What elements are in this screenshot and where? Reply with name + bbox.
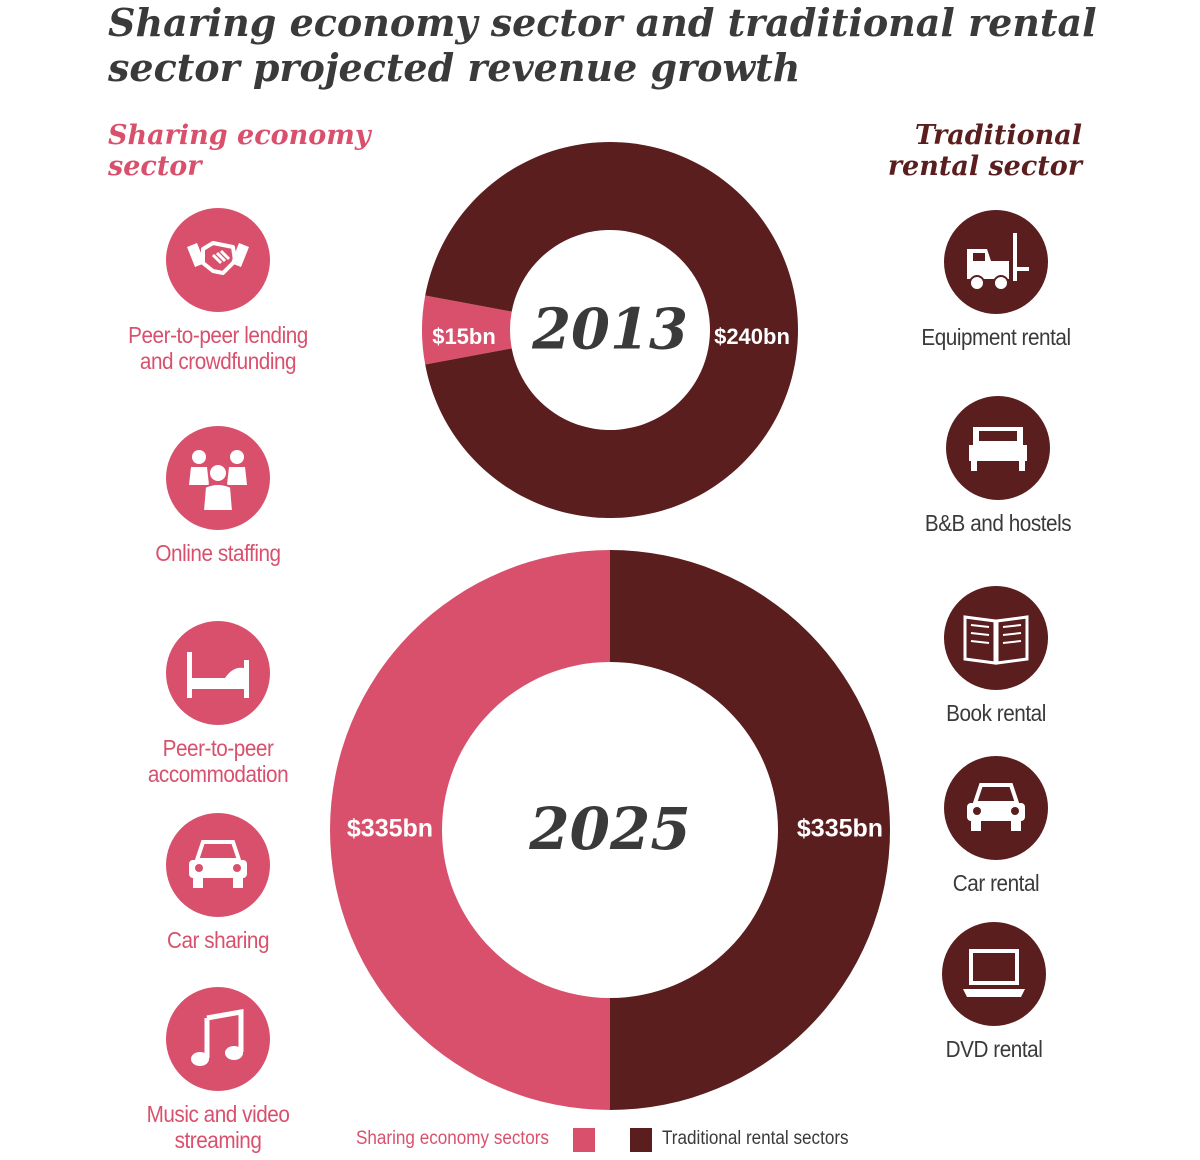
traditional-item-book: Book rental xyxy=(876,586,1116,726)
legend-traditional-swatch xyxy=(630,1128,652,1152)
car-icon xyxy=(166,813,270,917)
chart-title: Sharing economy sector and traditional r… xyxy=(108,0,1097,90)
sharing-item-streaming: Music and video streaming xyxy=(98,987,338,1153)
sharing-item-staffing: Online staffing xyxy=(98,426,338,566)
sharing-item-label: Peer-to-peer lending and crowdfunding xyxy=(128,322,308,374)
donut-center-year-label: 2013 xyxy=(531,297,688,363)
donut-2025-slice-traditional xyxy=(610,550,890,1110)
donut-2013-value-label-traditional: $240bn xyxy=(714,324,790,349)
traditional-sector-heading: Traditional rental sector xyxy=(887,120,1082,182)
laptop-icon xyxy=(942,922,1046,1026)
legend-sharing-swatch xyxy=(573,1128,595,1152)
people-icon xyxy=(166,426,270,530)
traditional-item-label: B&B and hostels xyxy=(924,510,1072,536)
traditional-item-dvd: DVD rental xyxy=(874,922,1114,1062)
donut-2013-slice-traditional xyxy=(425,141,798,518)
traditional-item-label: Car rental xyxy=(952,870,1040,896)
sharing-item-label: Peer-to-peer accommodation xyxy=(147,735,289,787)
forklift-icon xyxy=(944,210,1048,314)
traditional-item-label: Book rental xyxy=(946,700,1046,726)
traditional-item-car: Car rental xyxy=(876,756,1116,896)
sharing-item-label: Online staffing xyxy=(155,540,281,566)
donut-2013-slice-sharing xyxy=(421,295,512,365)
traditional-item-label: Equipment rental xyxy=(921,324,1071,350)
sharing-sector-heading: Sharing economy sector xyxy=(108,120,371,182)
book-icon xyxy=(944,586,1048,690)
traditional-item-bnb: B&B and hostels xyxy=(878,396,1118,536)
traditional-item-equipment: Equipment rental xyxy=(876,210,1116,350)
legend-sharing-label: Sharing economy sectors xyxy=(356,1128,549,1149)
bed-icon xyxy=(166,621,270,725)
donut-2025-value-label-traditional: $335bn xyxy=(797,815,883,843)
sharing-item-lending: Peer-to-peer lending and crowdfunding xyxy=(98,208,338,374)
donut-2025-slice-sharing xyxy=(330,550,610,1110)
sharing-item-accommodation: Peer-to-peer accommodation xyxy=(98,621,338,787)
donut-2025-value-label-sharing: $335bn xyxy=(347,815,433,843)
car-icon xyxy=(944,756,1048,860)
bed-icon xyxy=(946,396,1050,500)
donut-2013-value-label-sharing: $15bn xyxy=(432,324,496,349)
music-note-icon xyxy=(166,987,270,1091)
handshake-icon xyxy=(166,208,270,312)
sharing-item-label: Music and video streaming xyxy=(146,1101,290,1153)
legend-traditional-label: Traditional rental sectors xyxy=(662,1128,849,1149)
sharing-item-label: Car sharing xyxy=(166,927,270,953)
traditional-item-label: DVD rental xyxy=(945,1036,1043,1062)
sharing-item-car: Car sharing xyxy=(98,813,338,953)
donut-center-year-label: 2025 xyxy=(528,795,690,863)
